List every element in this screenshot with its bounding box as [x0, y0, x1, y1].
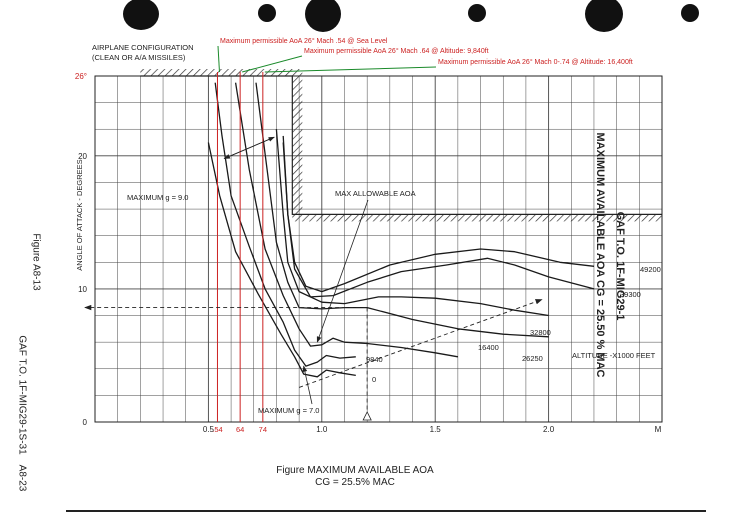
max-g7-pointer [302, 365, 313, 405]
bottom-rule [66, 510, 706, 512]
y-tick-label: 20 [78, 152, 87, 161]
limit-hatch-vertical [292, 76, 303, 215]
left-footer: GAF T.O. 1F-MIG29-1S-31 [16, 335, 28, 455]
left-figure-label: Figure A8-13 [30, 233, 42, 291]
series-line [282, 142, 595, 298]
binder-hole [258, 4, 276, 22]
airplane-config-sublabel: (CLEAN OR A/A MISSILES) [92, 53, 186, 62]
series-line [255, 82, 549, 338]
x-tick-label: 2.0 [543, 425, 555, 434]
binder-hole [585, 0, 623, 32]
series-line [207, 142, 356, 378]
green-annotation-pointer [217, 45, 220, 73]
series-label: 26250 [522, 354, 543, 363]
y-axis-label: ANGLE OF ATTACK - DEGREES [75, 159, 84, 270]
series-line [275, 129, 549, 317]
x-tick-label: 1.0 [316, 425, 328, 434]
limit-boundary-line [140, 75, 662, 215]
x-axis-unit: M [655, 425, 662, 434]
limit-hatch-top [140, 69, 303, 76]
altitude-label: ALTITUDE -X1000 FEET [572, 351, 656, 360]
caption-line-1: Figure MAXIMUM AVAILABLE AOA [276, 465, 434, 476]
series-line [282, 135, 595, 293]
series-line [234, 82, 459, 358]
red-annotation: Maximum permissible AoA 26° Mach .64 @ A… [304, 47, 489, 55]
binder-hole [123, 0, 159, 30]
red-mach-label: .54 [212, 425, 222, 434]
max-allowable-aoa-label: MAX ALLOWABLE AOA [335, 189, 416, 198]
series-label: 16400 [478, 343, 499, 352]
green-annotation-pointer [242, 55, 303, 73]
y-tick-label: 26° [75, 72, 87, 81]
caption-line-2: CG = 25.5% MAC [315, 477, 395, 488]
series-label: 39300 [620, 290, 641, 299]
y-tick-label: 0 [83, 418, 88, 427]
series-label: 0 [372, 375, 376, 384]
example-marker [362, 411, 372, 421]
green-annotation-pointer [264, 66, 437, 73]
max-g9-arrow-back [223, 136, 275, 159]
series-label: 49200 [640, 265, 661, 274]
right-title: GAF T.O. 1F-MIG29-1 [614, 211, 626, 321]
example-dashed-diagonal [298, 299, 543, 388]
red-annotation: Maximum permissible AoA 26° Mach .54 @ S… [220, 37, 388, 45]
limit-hatch-step [292, 214, 662, 222]
plot-frame [94, 75, 663, 423]
max-g9-label: MAXIMUM g = 9.0 [127, 193, 188, 202]
series-label: 32800 [530, 328, 551, 337]
max-g7-label: MAXIMUM g = 7.0 [258, 406, 319, 415]
red-mach-label: 64 [236, 425, 244, 434]
airplane-config-label: AIRPLANE CONFIGURATION [92, 43, 194, 52]
binder-hole [468, 4, 486, 22]
series-label: 9840 [366, 355, 383, 364]
binder-hole [681, 4, 699, 22]
y-tick-label: 10 [78, 285, 87, 294]
max-allowable-aoa-pointer [316, 199, 369, 343]
series-line [214, 82, 356, 367]
red-mach-label: 74 [259, 425, 267, 434]
left-page-number: A8-23 [16, 464, 28, 492]
x-tick-label: 0.5 [203, 425, 215, 434]
right-subtitle: MAXIMUM AVAILABLE AOA CG = 25.50 % MAC [594, 132, 606, 378]
binder-hole [305, 0, 341, 32]
red-annotation: Maximum permissible AoA 26° Mach 0-.74 @… [438, 58, 633, 66]
x-tick-label: 1.5 [430, 425, 442, 434]
